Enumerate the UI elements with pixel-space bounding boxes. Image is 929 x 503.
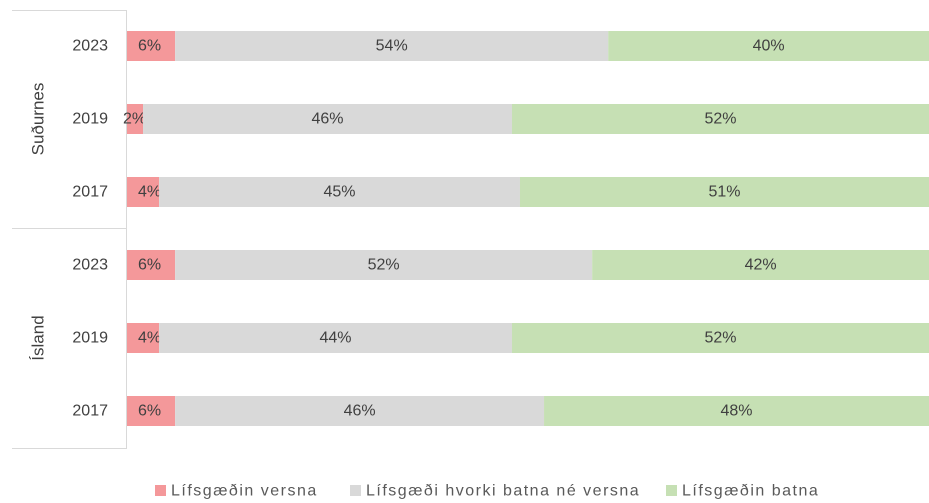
bar-segment [127,104,144,134]
bar-segment [127,323,160,353]
data-label: 4% [138,330,161,347]
data-label: 6% [138,38,161,55]
data-label: 6% [138,257,161,274]
bar-segment [175,396,545,426]
group-label: Ísland [29,315,48,360]
chart-legend: Lífsgæðin versna Lífsgæði hvorki batna né… [155,483,819,500]
data-label: 44% [320,330,352,347]
legend-label: Lífsgæðin batna [682,483,819,500]
data-label: 4% [138,184,161,201]
bar-segment [127,177,160,207]
category-tick-label: 2017 [72,184,108,201]
bar-segment [175,250,593,280]
legend-label: Lífsgæði hvorki batna né versna [366,483,640,500]
data-label: 51% [708,184,740,201]
bar-segment [159,177,520,207]
legend-swatch [155,485,166,496]
bar-segment [127,31,176,61]
data-label: 45% [324,184,356,201]
data-label: 6% [138,403,161,420]
bar-segment [127,396,176,426]
bar-segment [143,104,512,134]
bar-segment [175,31,609,61]
data-label: 52% [704,111,736,128]
bar-segment [519,177,929,207]
legend-swatch [666,485,677,496]
chart-bars: 6% 54% 40% 2% 46% 52% 4% 45% 51% 6% 52% 42% 4% 44% 52%… [123,31,929,426]
category-tick-label: 2019 [72,111,108,128]
bar-segment [511,104,929,134]
data-label: 52% [368,257,400,274]
category-tick-label: 2023 [72,257,108,274]
data-label: 46% [344,403,376,420]
category-tick-label: 2017 [72,403,108,420]
data-label: 42% [745,257,777,274]
bar-segment [544,396,929,426]
bar-segment [127,250,176,280]
data-label: 52% [704,330,736,347]
group-label: Suðurnes [29,83,48,156]
data-label: 40% [753,38,785,55]
chart-axes: Suðurnes 2023 2019 2017 Ísland 2023 2019 2017 [12,10,127,449]
data-label: 46% [311,111,343,128]
data-label: 54% [376,38,408,55]
bar-segment [592,250,929,280]
bar-segment [608,31,929,61]
legend-label: Lífsgæðin versna [171,483,318,500]
category-tick-label: 2023 [72,38,108,55]
data-label: 48% [721,403,753,420]
bar-segment [159,323,512,353]
category-tick-label: 2019 [72,330,108,347]
legend-swatch [350,485,361,496]
bar-segment [511,323,929,353]
data-label: 2% [123,111,146,128]
